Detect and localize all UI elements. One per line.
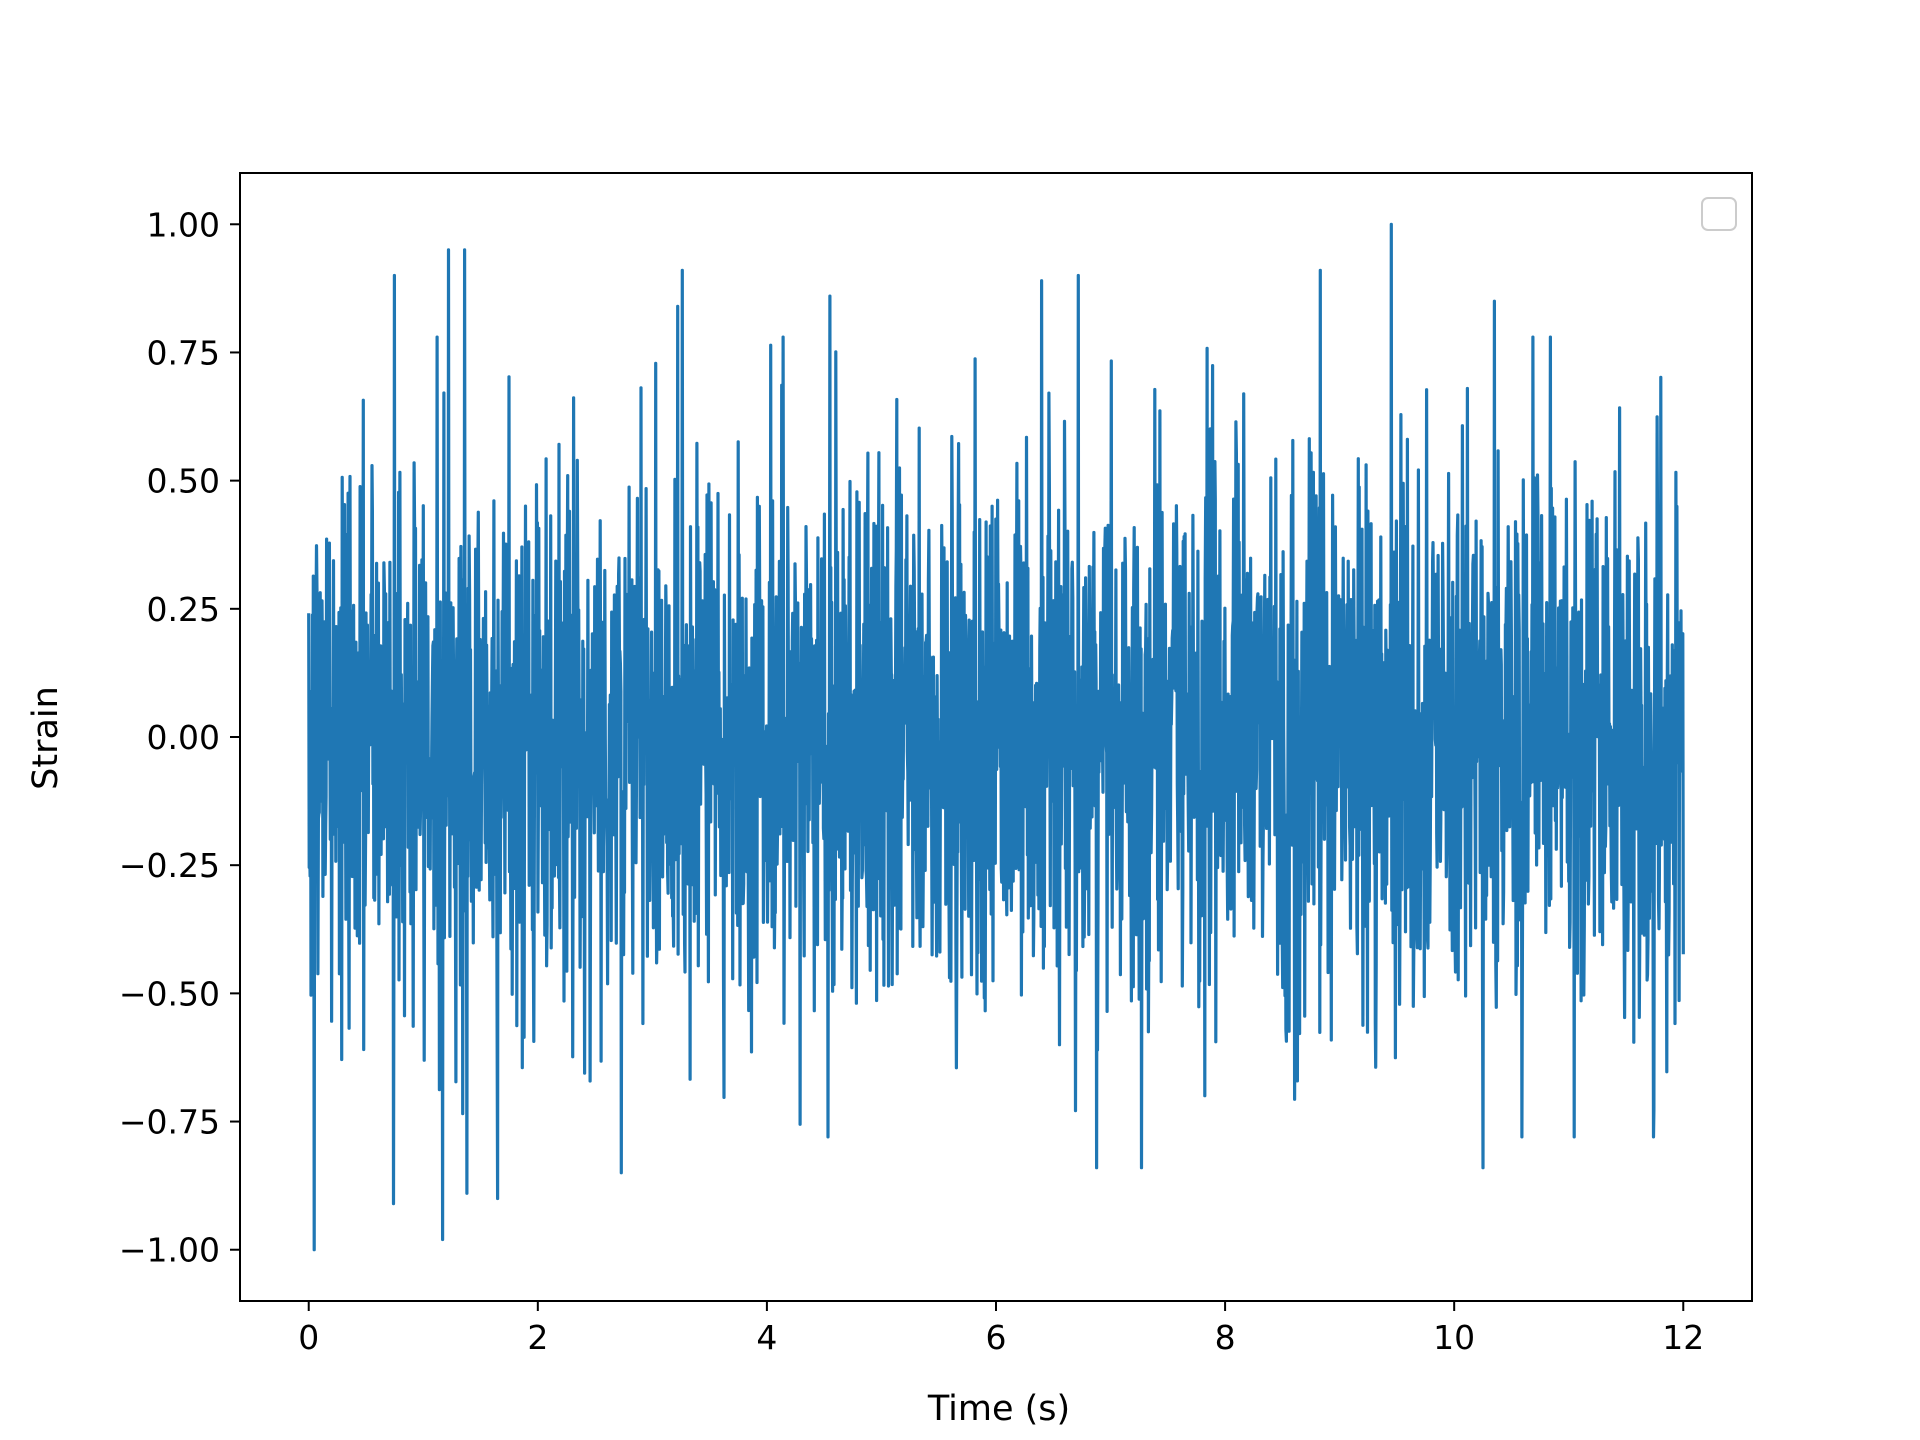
y-axis-label: Strain (26, 686, 66, 790)
x-axis-label: Time (s) (927, 1389, 1070, 1429)
x-tick-label: 10 (1433, 1318, 1475, 1357)
x-tick-label: 4 (756, 1318, 777, 1357)
y-axis: 1.00 0.75 0.50 0.25 0.00 −0.25 −0.50 −0.75 −1.00 (119, 205, 240, 1270)
x-tick-label: 12 (1662, 1318, 1704, 1357)
x-tick-label: 6 (986, 1318, 1007, 1357)
y-tick-label: 0.00 (147, 718, 220, 757)
legend-box (1701, 197, 1737, 231)
y-tick-label: 0.75 (147, 333, 220, 372)
strain-series-line (307, 222, 1685, 1252)
x-tick-label: 2 (527, 1318, 548, 1357)
y-tick-label: −0.25 (119, 846, 220, 885)
x-tick-label: 0 (298, 1318, 319, 1357)
x-axis: 0 2 4 6 8 10 12 (298, 1301, 1704, 1357)
y-tick-label: −0.50 (119, 974, 220, 1013)
y-tick-label: −0.75 (119, 1103, 220, 1142)
x-tick-label: 8 (1215, 1318, 1236, 1357)
y-tick-label: 1.00 (147, 205, 220, 244)
y-tick-label: 0.25 (147, 590, 220, 629)
y-tick-label: 0.50 (147, 462, 220, 501)
y-tick-label: −1.00 (119, 1231, 220, 1270)
